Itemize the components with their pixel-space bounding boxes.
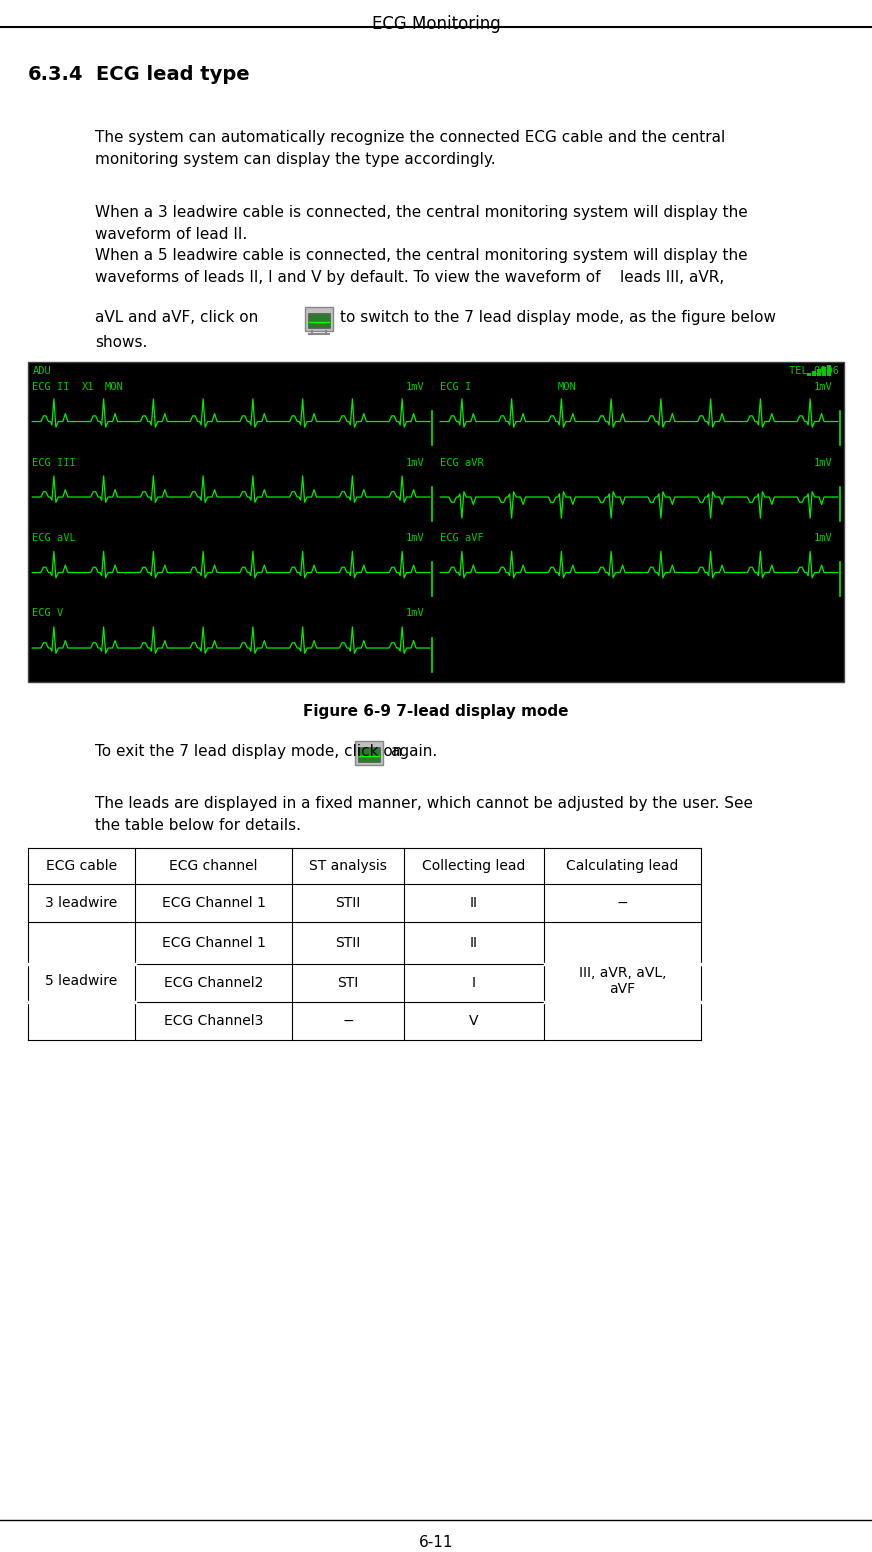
Text: Figure 6-9 7-lead display mode: Figure 6-9 7-lead display mode — [303, 705, 569, 719]
Bar — [358, 747, 380, 762]
Text: When a 3 leadwire cable is connected, the central monitoring system will display: When a 3 leadwire cable is connected, th… — [95, 205, 748, 220]
Text: 5 leadwire: 5 leadwire — [45, 975, 118, 989]
Text: II: II — [470, 936, 478, 950]
Text: ECG aVF: ECG aVF — [440, 532, 484, 543]
Text: 1mV: 1mV — [814, 382, 833, 393]
Text: The leads are displayed in a fixed manner, which cannot be adjusted by the user.: The leads are displayed in a fixed manne… — [95, 796, 753, 812]
Text: ECG cable: ECG cable — [46, 858, 117, 872]
Bar — [812, 371, 815, 376]
Text: ECG channel: ECG channel — [169, 858, 258, 872]
Text: the table below for details.: the table below for details. — [95, 818, 301, 833]
Bar — [28, 362, 844, 681]
Text: ECG lead type: ECG lead type — [96, 65, 249, 84]
Text: ST analysis: ST analysis — [309, 858, 387, 872]
Text: III, aVR, aVL,
aVF: III, aVR, aVL, aVF — [579, 965, 666, 996]
Text: II: II — [470, 896, 478, 909]
Text: ECG V: ECG V — [32, 608, 64, 619]
Text: V: V — [469, 1013, 479, 1027]
Text: 1mV: 1mV — [406, 532, 425, 543]
Text: −: − — [617, 896, 629, 909]
Text: 3 leadwire: 3 leadwire — [45, 896, 118, 909]
Text: ECG Channel 1: ECG Channel 1 — [161, 936, 265, 950]
Text: ECG Channel2: ECG Channel2 — [164, 976, 263, 990]
Text: −: − — [342, 1013, 354, 1027]
Bar — [817, 369, 821, 376]
Text: When a 5 leadwire cable is connected, the central monitoring system will display: When a 5 leadwire cable is connected, th… — [95, 248, 747, 262]
Text: 6-11: 6-11 — [419, 1535, 453, 1550]
Bar — [355, 740, 383, 765]
Text: STII: STII — [336, 896, 361, 909]
Text: The system can automatically recognize the connected ECG cable and the central: The system can automatically recognize t… — [95, 130, 726, 144]
Text: 1mV: 1mV — [406, 458, 425, 467]
Text: MON: MON — [558, 382, 576, 393]
Bar — [807, 372, 811, 376]
Bar — [828, 365, 831, 376]
Text: ECG II: ECG II — [32, 382, 70, 393]
Text: X1: X1 — [82, 382, 94, 393]
Text: aVL and aVF, click on: aVL and aVF, click on — [95, 310, 258, 324]
Bar — [308, 314, 330, 327]
Text: To exit the 7 lead display mode, click on: To exit the 7 lead display mode, click o… — [95, 743, 402, 759]
Text: ADU: ADU — [33, 366, 51, 376]
Text: STI: STI — [337, 976, 358, 990]
Text: ECG aVL: ECG aVL — [32, 532, 76, 543]
Text: monitoring system can display the type accordingly.: monitoring system can display the type a… — [95, 152, 495, 168]
Text: I: I — [472, 976, 476, 990]
Text: TEL 0006: TEL 0006 — [789, 366, 839, 376]
Text: waveforms of leads II, I and V by default. To view the waveform of    leads III,: waveforms of leads II, I and V by defaul… — [95, 270, 725, 286]
Text: 1mV: 1mV — [814, 532, 833, 543]
Text: ECG I: ECG I — [440, 382, 471, 393]
Bar — [305, 307, 333, 331]
Bar — [28, 847, 701, 1040]
Text: STII: STII — [336, 936, 361, 950]
Text: ECG Monitoring: ECG Monitoring — [371, 16, 501, 33]
Text: 1mV: 1mV — [406, 608, 425, 619]
Text: waveform of lead II.: waveform of lead II. — [95, 227, 248, 242]
Text: Calculating lead: Calculating lead — [566, 858, 678, 872]
Text: ECG aVR: ECG aVR — [440, 458, 484, 467]
Text: ECG Channel3: ECG Channel3 — [164, 1013, 263, 1027]
Text: MON: MON — [105, 382, 124, 393]
Text: 1mV: 1mV — [406, 382, 425, 393]
Text: to switch to the 7 lead display mode, as the figure below: to switch to the 7 lead display mode, as… — [340, 310, 776, 324]
Text: ECG III: ECG III — [32, 458, 76, 467]
Text: again.: again. — [390, 743, 437, 759]
Text: shows.: shows. — [95, 335, 147, 351]
Text: 1mV: 1mV — [814, 458, 833, 467]
Bar — [822, 366, 826, 376]
Text: ECG Channel 1: ECG Channel 1 — [161, 896, 265, 909]
Text: Collecting lead: Collecting lead — [422, 858, 526, 872]
Text: 6.3.4: 6.3.4 — [28, 65, 84, 84]
